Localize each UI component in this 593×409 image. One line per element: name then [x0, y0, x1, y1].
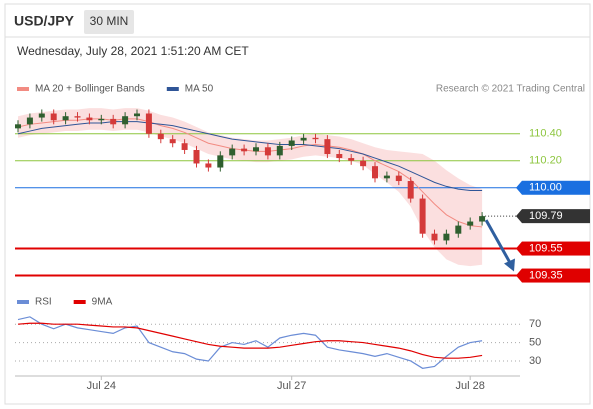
- level-label: 110.00: [529, 182, 562, 194]
- y-tick-label: 50: [529, 336, 541, 348]
- legend-label: RSI: [35, 297, 52, 308]
- y-tick-label: 70: [529, 318, 541, 330]
- candle-body: [74, 116, 81, 118]
- legend-swatch: [17, 87, 29, 91]
- legend-swatch: [73, 300, 86, 304]
- candle-body: [276, 145, 283, 156]
- ma-line: [17, 118, 483, 228]
- candle-body: [443, 233, 450, 241]
- candle-body: [479, 216, 486, 222]
- candle-body: [288, 140, 295, 146]
- candle-body: [241, 148, 248, 152]
- candle-body: [383, 175, 390, 179]
- level-box-tip: [516, 241, 522, 256]
- date: Wednesday, July 28, 2021 1:51:20 AM CET: [17, 44, 249, 58]
- credit: Research © 2021 Trading Central: [436, 84, 585, 95]
- level-box-tip: [516, 180, 522, 195]
- candle-body: [205, 163, 212, 168]
- frame: [4, 3, 591, 405]
- candle-body: [157, 133, 164, 140]
- candle-body: [324, 139, 331, 155]
- candle-body: [229, 148, 236, 156]
- candle-body: [253, 147, 259, 152]
- level-label: 109.35: [529, 269, 563, 281]
- level-box-tip: [516, 268, 522, 283]
- x-tick-label: Jul 24: [87, 380, 116, 392]
- candle-body: [98, 118, 105, 121]
- level-label: 110.40: [529, 128, 562, 140]
- candle-body: [169, 139, 176, 144]
- candle-body: [395, 175, 402, 182]
- candle-body: [110, 118, 117, 125]
- forecast-arrow: [484, 219, 513, 266]
- legend-label: 9MA: [92, 297, 113, 308]
- ma-line: [17, 121, 483, 191]
- candle-body: [26, 117, 33, 125]
- candle-body: [467, 221, 474, 226]
- candle-body: [181, 143, 188, 150]
- level-box: [522, 209, 590, 224]
- level-label: 110.20: [529, 155, 562, 167]
- bollinger-band: [18, 108, 483, 267]
- candle-body: [86, 117, 93, 121]
- candle-body: [217, 155, 224, 168]
- candle-body: [38, 113, 45, 118]
- candle-body: [455, 225, 462, 234]
- candle-body: [264, 147, 271, 156]
- level-box: [522, 241, 590, 256]
- y-tick-label: 30: [529, 355, 541, 367]
- candle-body: [348, 158, 355, 161]
- candle-body: [312, 137, 319, 140]
- level-box: [522, 180, 590, 195]
- candle-body: [62, 116, 69, 121]
- level-box-tip: [516, 209, 522, 224]
- candle-body: [134, 113, 140, 117]
- candle-body: [15, 124, 21, 129]
- legend-label: MA 20 + Bollinger Bands: [35, 84, 145, 95]
- candle-body: [360, 160, 367, 167]
- candle-body: [122, 116, 129, 125]
- legend-swatch: [17, 300, 29, 304]
- rsi-line: [17, 322, 483, 359]
- x-tick-label: Jul 27: [277, 380, 306, 392]
- x-tick-label: Jul 28: [456, 380, 485, 392]
- candle-body: [193, 149, 200, 164]
- candle-body: [372, 166, 378, 179]
- forecast-arrowhead: [504, 258, 515, 272]
- level-label: 109.55: [529, 242, 563, 254]
- candle-body: [145, 113, 152, 134]
- legend-swatch: [166, 87, 179, 91]
- level-label: 109.79: [529, 210, 563, 222]
- candle-body: [407, 181, 414, 199]
- rsi-line: [17, 316, 483, 369]
- candle-body: [300, 137, 307, 141]
- candle-body: [50, 113, 57, 121]
- candle-body: [419, 198, 426, 234]
- level-box: [522, 268, 590, 283]
- interval-badge: [84, 10, 134, 34]
- legend-label: MA 50: [185, 84, 214, 95]
- interval: 30 MIN: [90, 14, 129, 28]
- symbol: USD/JPY: [14, 13, 75, 29]
- candle-body: [336, 154, 343, 159]
- candle-body: [431, 233, 438, 241]
